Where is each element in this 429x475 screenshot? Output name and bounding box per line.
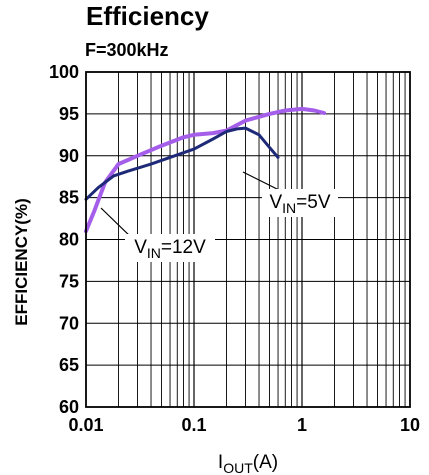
annotation-label: VIN=5V [269,192,330,216]
annotation-background [262,189,338,217]
x-axis-label-main: I [218,452,223,473]
x-tick-label: 1 [297,415,307,435]
y-tick-label: 65 [59,355,79,375]
annotation-background [125,234,215,262]
series-line-vin-12v [84,126,280,201]
y-tick-label: 60 [59,397,79,417]
series-line-vin-5v [84,106,326,234]
y-tick-label: 70 [59,313,79,333]
chart-subtitle: F=300kHz [85,40,169,60]
x-axis-label: IOUT(A) [218,452,278,475]
y-tick-label: 100 [49,62,79,82]
annotation-leader [100,207,134,240]
annotation-layer: VIN=5V VIN=12V [100,171,338,262]
x-tick-label: 0.1 [181,415,206,435]
y-tick-label: 90 [59,146,79,166]
chart-title: Efficiency [86,1,209,31]
series-layer [84,106,326,234]
x-axis-label-sub: OUT [223,460,253,475]
plot-frame [85,71,411,408]
tick-labels: 60 65 70 75 80 85 90 95 100 0.01 0.1 1 10 [49,62,420,435]
x-axis-label-unit: (A) [253,452,278,473]
y-axis-label: EFFICIENCY(%) [12,198,31,326]
y-tick-label: 75 [59,271,79,291]
y-tick-label: 80 [59,230,79,250]
x-tick-label: 10 [400,415,420,435]
x-tick-label: 0.01 [68,415,103,435]
y-tick-label: 85 [59,188,79,208]
y-tick-label: 95 [59,104,79,124]
annotation-label: VIN=12V [134,237,206,261]
